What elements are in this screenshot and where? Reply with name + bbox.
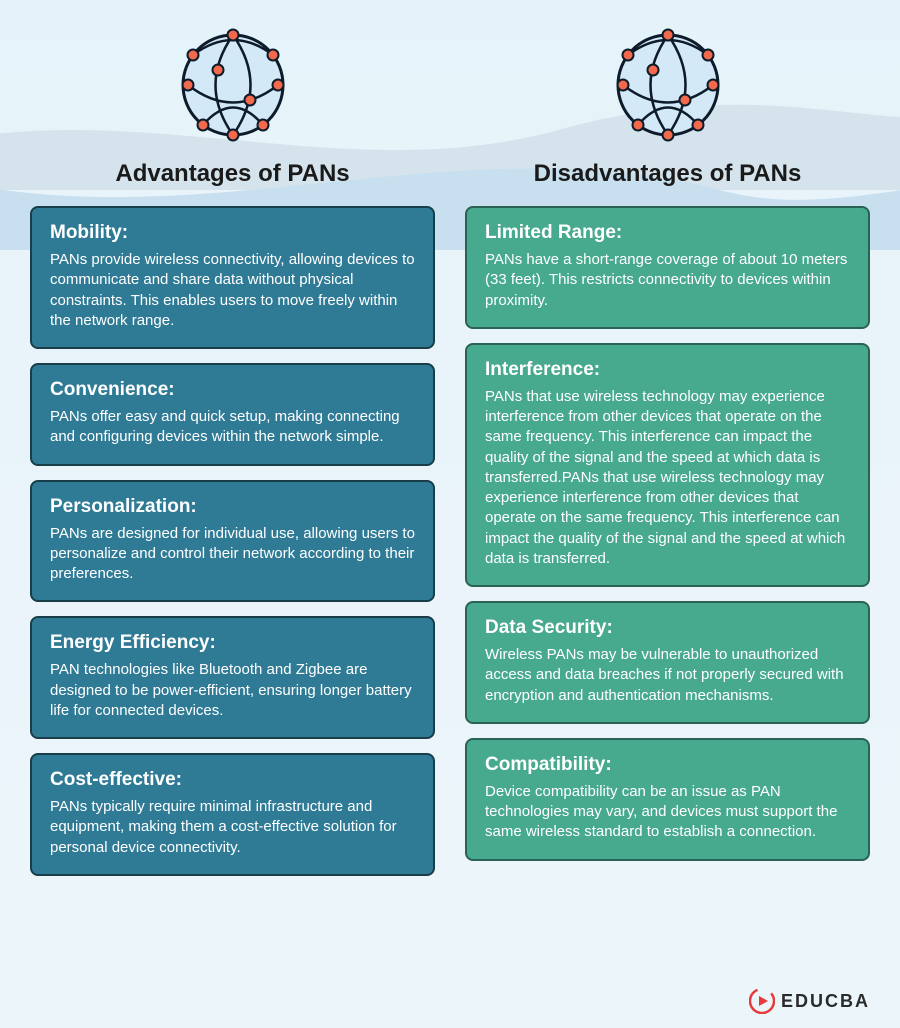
network-globe-icon bbox=[603, 20, 733, 150]
disadvantages-heading: Disadvantages of PANs bbox=[534, 160, 802, 188]
card-body: PANs are designed for individual use, al… bbox=[50, 524, 415, 585]
disadvantage-card: Data Security: Wireless PANs may be vuln… bbox=[465, 601, 870, 724]
card-title: Cost-effective: bbox=[50, 769, 415, 791]
disadvantage-card: Compatibility: Device compatibility can … bbox=[465, 738, 870, 861]
card-body: PANs offer easy and quick setup, making … bbox=[50, 407, 415, 448]
educba-logo: EDUCBA bbox=[749, 988, 870, 1014]
card-body: PANs provide wireless connectivity, allo… bbox=[50, 250, 415, 331]
disadvantages-cards: Limited Range: PANs have a short-range c… bbox=[465, 206, 870, 861]
card-title: Data Security: bbox=[485, 617, 850, 639]
card-title: Compatibility: bbox=[485, 754, 850, 776]
card-body: PANs typically require minimal infrastru… bbox=[50, 797, 415, 858]
disadvantage-card: Limited Range: PANs have a short-range c… bbox=[465, 206, 870, 329]
advantages-cards: Mobility: PANs provide wireless connecti… bbox=[30, 206, 435, 876]
card-title: Convenience: bbox=[50, 379, 415, 401]
card-title: Mobility: bbox=[50, 222, 415, 244]
network-globe-icon bbox=[168, 20, 298, 150]
advantages-heading: Advantages of PANs bbox=[115, 160, 349, 188]
card-body: PANs have a short-range coverage of abou… bbox=[485, 250, 850, 311]
card-body: Device compatibility can be an issue as … bbox=[485, 782, 850, 843]
advantage-card: Convenience: PANs offer easy and quick s… bbox=[30, 363, 435, 466]
card-body: Wireless PANs may be vulnerable to unaut… bbox=[485, 645, 850, 706]
advantage-card: Personalization: PANs are designed for i… bbox=[30, 480, 435, 603]
logo-text: EDUCBA bbox=[781, 991, 870, 1012]
card-body: PAN technologies like Bluetooth and Zigb… bbox=[50, 660, 415, 721]
disadvantages-column: Disadvantages of PANs Limited Range: PAN… bbox=[465, 20, 870, 968]
card-body: PANs that use wireless technology may ex… bbox=[485, 387, 850, 569]
advantage-card: Mobility: PANs provide wireless connecti… bbox=[30, 206, 435, 349]
main-content: Advantages of PANs Mobility: PANs provid… bbox=[0, 0, 900, 1028]
card-title: Energy Efficiency: bbox=[50, 632, 415, 654]
advantage-card: Energy Efficiency: PAN technologies like… bbox=[30, 616, 435, 739]
disadvantage-card: Interference: PANs that use wireless tec… bbox=[465, 343, 870, 587]
card-title: Interference: bbox=[485, 359, 850, 381]
advantages-column: Advantages of PANs Mobility: PANs provid… bbox=[30, 20, 435, 968]
play-logo-icon bbox=[749, 988, 775, 1014]
card-title: Personalization: bbox=[50, 496, 415, 518]
card-title: Limited Range: bbox=[485, 222, 850, 244]
advantage-card: Cost-effective: PANs typically require m… bbox=[30, 753, 435, 876]
